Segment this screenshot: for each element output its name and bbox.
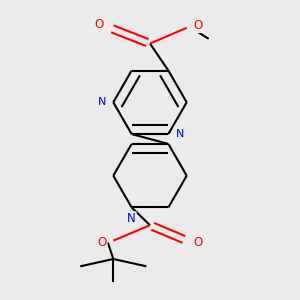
Text: N: N: [127, 212, 136, 225]
Text: O: O: [94, 18, 103, 32]
Text: O: O: [98, 236, 107, 249]
Text: O: O: [193, 236, 202, 249]
Text: N: N: [98, 97, 106, 107]
Text: N: N: [176, 129, 184, 139]
Text: O: O: [193, 20, 202, 32]
